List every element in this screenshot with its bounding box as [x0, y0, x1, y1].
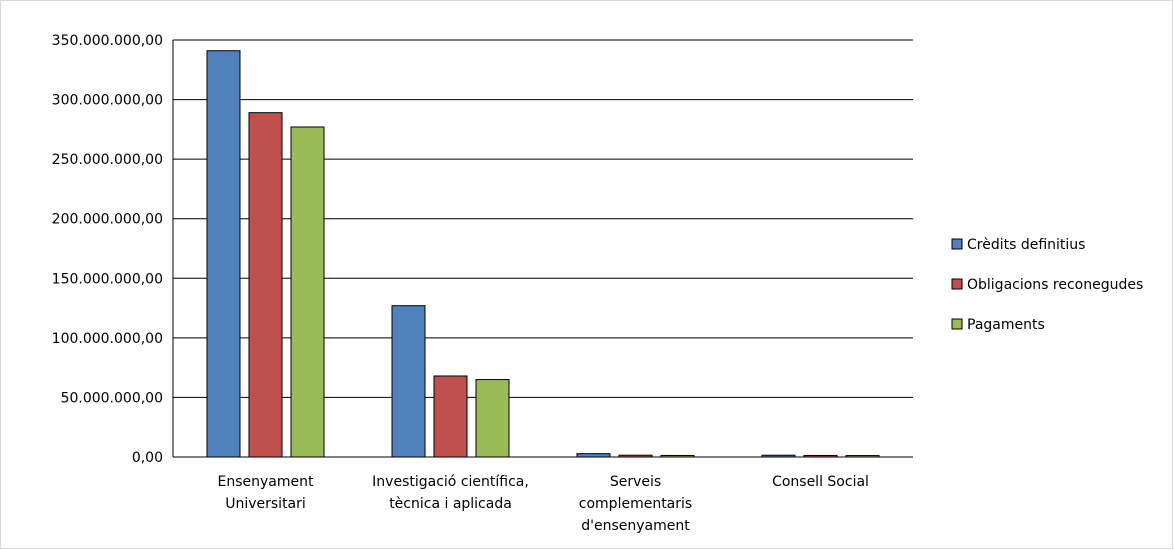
legend-swatch — [951, 318, 963, 330]
bar — [433, 375, 468, 458]
legend-label: Crèdits definitius — [967, 237, 1085, 253]
x-category-label-line: Serveis — [610, 474, 661, 490]
legend-label: Pagaments — [967, 317, 1045, 333]
y-tick-label: 50.000.000,00 — [61, 390, 163, 406]
y-tick-label: 300.000.000,00 — [52, 93, 163, 109]
y-tick-label: 350.000.000,00 — [52, 33, 163, 49]
bar — [290, 126, 325, 458]
bar — [475, 379, 510, 458]
x-category-label: Serveis complementaris d'ensenyament — [579, 474, 692, 534]
x-category-label: Ensenyament Universitari — [218, 474, 314, 512]
y-tick-label: 150.000.000,00 — [52, 271, 163, 287]
legend-swatch — [951, 278, 963, 290]
x-category-label-line: Consell Social — [772, 474, 869, 490]
x-category-label-line: complementaris — [579, 496, 692, 512]
x-category-label-line: Investigació científica, — [372, 474, 529, 490]
x-category-label-line: tècnica i aplicada — [389, 496, 512, 512]
x-category-label: Investigació científica, tècnica i aplica… — [372, 474, 529, 512]
x-category-label: Consell Social — [772, 474, 869, 490]
x-category-label-line: Universitari — [225, 496, 306, 512]
y-tick-label: 250.000.000,00 — [52, 152, 163, 168]
y-tick-label: 200.000.000,00 — [52, 212, 163, 228]
x-category-label-line: Ensenyament — [218, 474, 314, 490]
bar — [391, 305, 426, 458]
y-tick-label: 0,00 — [132, 450, 163, 466]
legend-label: Obligacions reconegudes — [967, 277, 1143, 293]
bar — [206, 50, 241, 458]
bar — [576, 453, 611, 458]
bar — [248, 112, 283, 458]
legend-swatch — [951, 238, 963, 250]
x-category-label-line: d'ensenyament — [581, 518, 690, 534]
y-tick-label: 100.000.000,00 — [52, 331, 163, 347]
